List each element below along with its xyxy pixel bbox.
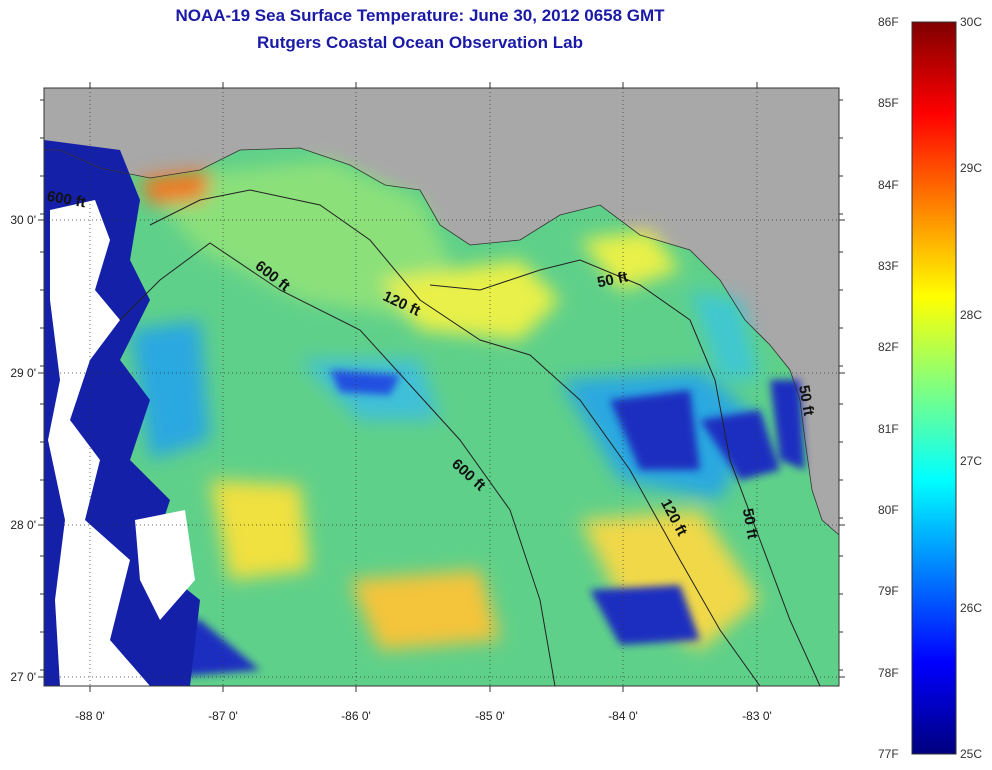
longitude-ticks: -88 0' -87 0' -86 0' -85 0' -84 0' -83 0' [75,82,772,723]
map-plot-area: 600 ft 120 ft 50 ft 600 ft 120 ft 50 ft … [44,88,839,686]
latitude-ticks: 30 0' 29 0' 28 0' 27 0' [10,99,845,684]
lat-tick-label: 27 0' [10,670,36,684]
colorbar-celsius-label: 25C [960,747,983,761]
colorbar-celsius-label: 29C [960,161,983,176]
lon-tick-label: -88 0' [75,709,105,723]
lat-tick-label: 28 0' [10,518,36,532]
contour-120ft [149,189,761,686]
coastline [44,147,839,536]
graticule [44,88,839,686]
map-frame [43,87,840,687]
lon-tick-label: -86 0' [341,709,371,723]
colorbar-celsius-label: 27C [960,454,983,469]
colorbar-fahrenheit-label: 77F [878,747,899,761]
lon-tick-label: -87 0' [208,709,238,723]
colorbar-celsius-label: 30C [960,15,983,29]
lon-tick-label: -85 0' [475,709,505,723]
colorbar-celsius-label: 28C [960,307,983,322]
colorbar-fahrenheit-label: 85F [878,96,899,111]
lat-tick-label: 30 0' [10,213,36,227]
colorbar-fahrenheit-label: 79F [878,584,899,599]
colorbar-fahrenheit-label: 78F [878,665,899,680]
colorbar-fahrenheit-label: 81F [878,421,899,436]
contour-label-50-south: 50 ft [739,507,761,540]
lon-tick-label: -83 0' [742,709,772,723]
colorbar-fahrenheit-label: 86F [878,15,899,29]
contour-label-600-west: 600 ft [46,188,88,212]
lon-tick-label: -84 0' [608,709,638,723]
colorbar-fahrenheit-label: 80F [878,503,899,517]
contour-label-50-north: 50 ft [596,268,630,291]
colorbar-celsius-label: 26C [960,600,983,615]
contour-label-50-east: 50 ft [795,384,817,417]
lat-tick-label: 29 0' [10,366,36,380]
map-subtitle: Rutgers Coastal Ocean Observation Lab [257,33,583,52]
contour-50ft [429,259,821,686]
colorbar [911,21,957,755]
map-title: NOAA-19 Sea Surface Temperature: June 30… [175,6,665,25]
colorbar-fahrenheit-label: 83F [878,259,899,273]
colorbar-fahrenheit-label: 84F [878,177,899,192]
colorbar-fahrenheit-label: 82F [878,340,899,355]
contour-600ft [119,242,556,686]
cloud-white [48,200,150,686]
